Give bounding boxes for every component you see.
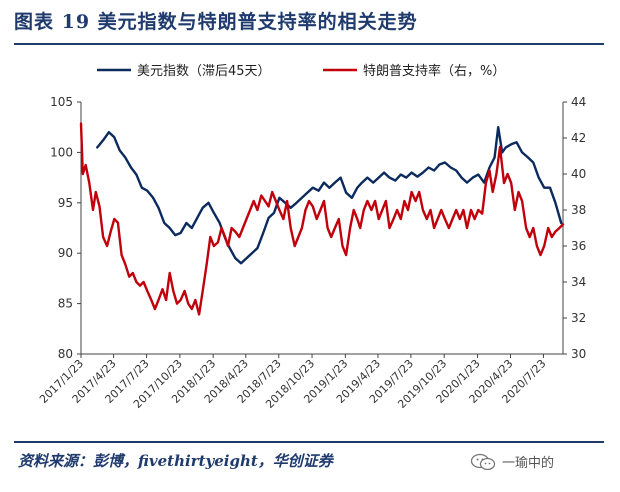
legend-trump-approval: 特朗普支持率（右，%） — [323, 63, 505, 79]
left-y-tick-label: 100 — [50, 145, 73, 159]
axes: 8085909510010530323436384042442017/1/232… — [37, 95, 586, 411]
right-y-tick-label: 34 — [571, 275, 586, 289]
title-rule — [14, 43, 604, 45]
right-y-tick-label: 42 — [571, 131, 586, 145]
right-y-tick-label: 36 — [571, 239, 586, 253]
right-y-tick-label: 38 — [571, 203, 586, 217]
bottom-rule — [14, 441, 604, 443]
watermark-text: 一瑜中的 — [502, 456, 555, 471]
left-y-tick-label: 85 — [58, 297, 73, 311]
wechat-logo-icon — [470, 453, 496, 470]
figure-title: 图表 19 美元指数与特朗普支持率的相关走势 — [14, 11, 418, 33]
left-y-tick-label: 95 — [58, 196, 73, 210]
right-y-tick-label: 32 — [571, 311, 586, 325]
left-y-tick-label: 105 — [50, 95, 73, 109]
watermark: 一瑜中的 — [470, 452, 554, 471]
right-y-tick-label: 40 — [571, 167, 586, 181]
legend-trump-approval-label: 特朗普支持率（右，%） — [363, 63, 505, 79]
right-y-tick-label: 44 — [571, 95, 586, 109]
legend-dollar-index-label: 美元指数（滞后45天） — [137, 64, 271, 79]
left-y-tick-label: 90 — [58, 246, 73, 260]
dollar-index-line — [96, 125, 563, 265]
legend-dollar-index: 美元指数（滞后45天） — [97, 64, 271, 79]
left-y-tick-label: 80 — [58, 347, 73, 361]
chart: 美元指数（滞后45天） 特朗普支持率（右，%） 80 85 90 95 100 105 30 3… — [37, 63, 586, 411]
source-note: 资料来源：彭博，fivethirtyeight，华创证券 — [18, 452, 333, 470]
right-y-tick-label: 30 — [571, 347, 586, 361]
series-layer — [79, 122, 565, 316]
legend: 美元指数（滞后45天） 特朗普支持率（右，%） — [97, 63, 505, 79]
trump-approval-line — [79, 122, 565, 316]
